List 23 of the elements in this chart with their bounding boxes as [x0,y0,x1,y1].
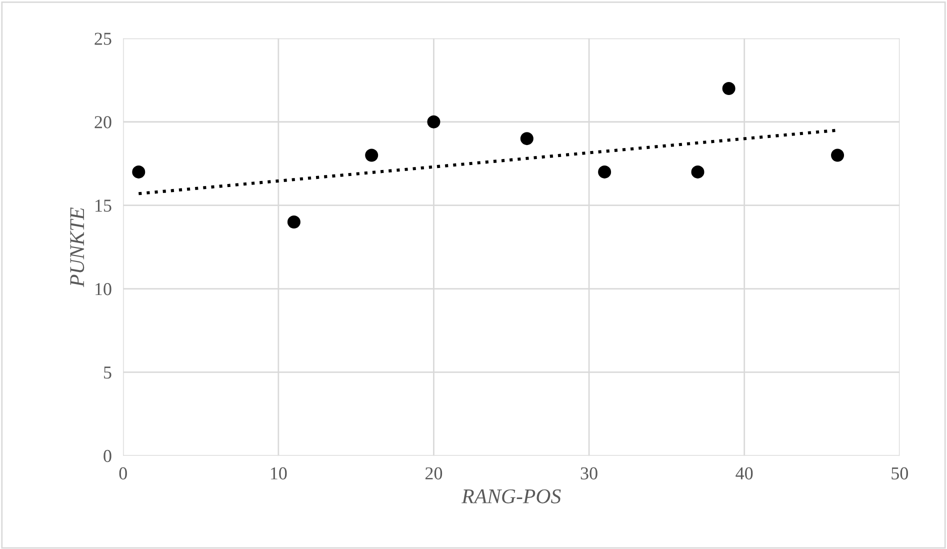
y-tick-label: 10 [96,283,112,296]
point [132,165,146,178]
point [520,132,534,146]
point [691,165,704,178]
x-axis-title: RANG-POS [462,489,561,504]
y-tick-label: 20 [94,116,112,128]
y-tick-label: 5 [104,366,112,379]
point [427,115,440,128]
y-tick-label: 0 [104,450,112,462]
x-tick-label: 20 [425,467,442,480]
y-tick-label: 15 [96,200,112,212]
x-tick-label: 30 [580,467,598,480]
x-tick-label: 0 [119,467,127,480]
y-axis-title: PUNKTE [70,207,84,288]
point [365,148,378,162]
x-tick-label: 10 [270,467,287,480]
point [598,165,612,178]
point [831,148,844,162]
point [287,216,300,229]
x-tick-label: 50 [892,467,908,480]
x-tick-label: 40 [736,467,753,480]
point [722,82,736,96]
y-tick-label: 25 [94,32,112,45]
